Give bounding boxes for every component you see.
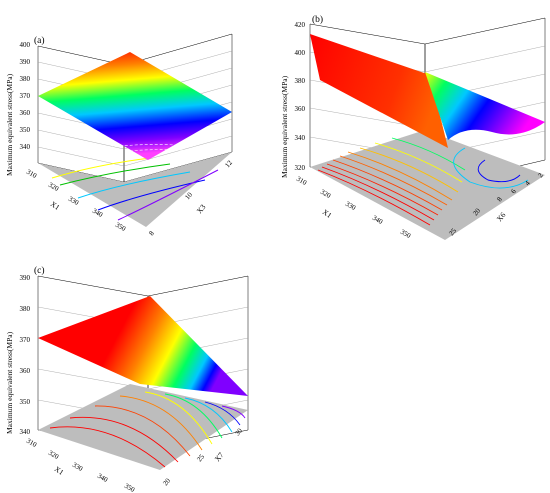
panel-c-x2-tick: 30: [233, 426, 244, 437]
panel-a-x2-tick: 12: [223, 158, 234, 169]
panel-c-ztick: 340: [20, 428, 31, 436]
panel-c-x2-tick: 25: [195, 452, 206, 463]
panel-b-x2-tick: 2: [536, 171, 545, 179]
panel-c-x2-tick: 20: [161, 476, 172, 487]
panel-b-x1-tick: 340: [371, 214, 385, 226]
panel-a-ztick: 350: [20, 126, 31, 134]
panel-a-ztick: 340: [20, 143, 31, 151]
panel-b-ztick: 420: [295, 21, 306, 29]
panel-c-x1-tick: 320: [47, 449, 61, 461]
panel-a-ztick: 390: [20, 58, 31, 66]
panel-a-ztick: 400: [20, 41, 31, 49]
panel-c-label: (c): [34, 265, 45, 276]
panel-b-z-axis: 420 400 380 360 340 320 Maximum equivale…: [280, 21, 306, 178]
panel-c-response-surface: [38, 296, 248, 396]
panel-b-contour-lines: [317, 137, 529, 226]
panel-c-ztick: 380: [20, 305, 31, 313]
panel-b-ztick: 380: [295, 77, 306, 85]
panel-c-ztick: 370: [20, 336, 31, 344]
panel-b-label: (b): [312, 14, 323, 25]
panel-b-ztick: 320: [295, 164, 306, 172]
panel-b-x2-tick: 20: [471, 206, 482, 217]
panel-a-x1-tick: 310: [25, 168, 39, 180]
panel-c-x1-name: X1: [53, 464, 66, 477]
panel-b-x2-tick: 6: [509, 187, 518, 195]
panel-c-contour-lines: [49, 391, 246, 468]
panel-b-x1-tick: 350: [399, 228, 413, 240]
panel-c-x1-tick: 330: [71, 461, 85, 473]
panel-b-response-surface-back: [425, 72, 545, 140]
panel-b-x2-tick: 4: [523, 179, 532, 187]
panel-b-response-surface-front: [310, 34, 448, 148]
panel-b-x1-tick: 330: [344, 200, 358, 212]
panel-a-ztick: 370: [20, 92, 31, 100]
panel-c-ztick: 350: [20, 398, 31, 406]
panel-a-label: (a): [34, 35, 45, 46]
panel-c-x1-tick: 340: [96, 472, 110, 484]
panel-c-x1-tick: 310: [25, 437, 39, 449]
panel-a-x2-tick: 10: [183, 190, 194, 201]
panel-a-x1-axis: 310 320 330 340 350 X1: [25, 168, 128, 233]
panel-a-contour-floor: [38, 152, 232, 227]
panel-b-ztick: 360: [295, 105, 306, 113]
panel-a-x1-tick: 350: [114, 221, 128, 233]
panel-a: (a) 400 390 380: [5, 33, 234, 237]
panel-a-x2-name: X3: [195, 202, 208, 215]
panel-a-z-label: Maximum equivalent stress(MPa): [5, 73, 14, 176]
panel-c-contour-floor: [38, 384, 248, 470]
panel-a-x1-tick: 320: [47, 181, 61, 193]
panel-c-x1-tick: 350: [123, 482, 137, 493]
panel-b-x2-name: X6: [495, 210, 508, 223]
panel-b: (b) 420 400 380 360: [280, 14, 546, 240]
panel-a-response-surface: [38, 52, 232, 160]
panel-c-x2-name: X7: [213, 450, 226, 463]
panel-b-x1-tick: 310: [295, 175, 309, 187]
panel-a-z-axis: 400 390 380 370 360 350 340 Maximum equi…: [5, 41, 31, 176]
panel-b-contour-floor: [310, 130, 545, 240]
panel-a-x1-tick: 330: [67, 195, 81, 207]
panel-c-ztick: 360: [20, 367, 31, 375]
panel-c-ztick: 390: [20, 274, 31, 282]
panel-a-ztick: 380: [20, 75, 31, 83]
panel-a-x2-tick: 8: [147, 229, 156, 237]
panel-b-x2-tick: 8: [495, 195, 504, 203]
panel-c: (c) 390 380 370 360 350 340: [5, 265, 249, 493]
panel-a-ztick: 360: [20, 109, 31, 117]
panel-a-surface-dashes: [89, 144, 211, 156]
panel-a-contour-lines: [51, 157, 219, 221]
panel-b-z-label: Maximum equivalent stress(MPa): [280, 75, 289, 178]
panel-c-z-label: Maximum equivalent stress(MPa): [5, 331, 14, 434]
panel-b-x2-tick: 25: [447, 226, 458, 237]
panel-c-z-axis: 390 380 370 360 350 340 Maximum equivale…: [5, 274, 31, 436]
panel-b-x1-tick: 320: [319, 188, 333, 200]
panel-b-ztick: 340: [295, 134, 306, 142]
panel-a-x1-name: X1: [49, 199, 62, 212]
panel-b-ztick: 400: [295, 49, 306, 57]
panel-b-x1-name: X1: [321, 207, 334, 220]
